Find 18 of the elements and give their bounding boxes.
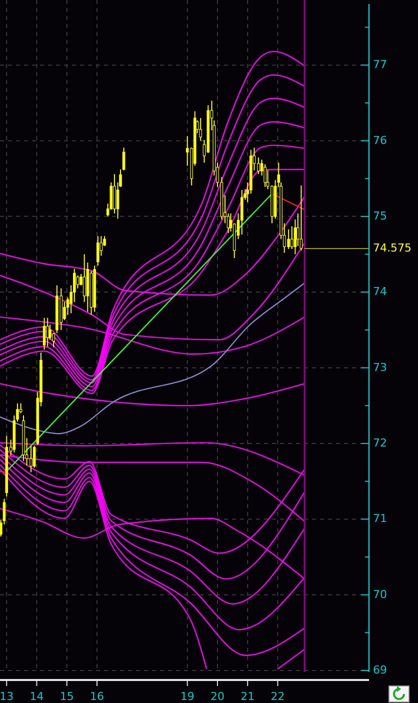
x-tick-label: 19 bbox=[180, 690, 194, 703]
x-tick-label: 13 bbox=[0, 690, 14, 703]
y-tick-label: 70 bbox=[373, 588, 387, 601]
x-tick-label: 21 bbox=[240, 690, 255, 703]
y-tick-label: 72 bbox=[373, 436, 387, 450]
ref-line-label: 74.575 bbox=[373, 242, 412, 255]
x-tick-label: 15 bbox=[60, 690, 74, 703]
x-tick-label: 16 bbox=[90, 690, 104, 703]
x-tick-label: 20 bbox=[210, 690, 224, 703]
x-tick-label: 22 bbox=[270, 690, 285, 703]
y-tick-label: 73 bbox=[373, 360, 387, 374]
y-tick-label: 74 bbox=[373, 285, 387, 298]
y-tick-label: 69 bbox=[373, 663, 387, 676]
y-tick-label: 71 bbox=[373, 512, 387, 526]
y-tick-label: 77 bbox=[373, 58, 387, 72]
y-tick-label: 75 bbox=[373, 209, 387, 222]
y-tick-label: 76 bbox=[373, 134, 387, 147]
x-tick-label: 14 bbox=[30, 690, 44, 703]
